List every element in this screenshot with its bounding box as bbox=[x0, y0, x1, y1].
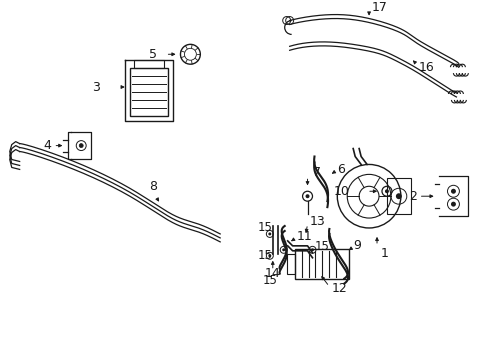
Text: 15: 15 bbox=[262, 274, 277, 287]
Circle shape bbox=[268, 233, 271, 235]
Text: 6: 6 bbox=[337, 163, 345, 176]
Text: 17: 17 bbox=[371, 1, 387, 14]
Circle shape bbox=[79, 144, 83, 148]
Bar bbox=[130, 68, 167, 116]
Text: 10: 10 bbox=[333, 185, 348, 198]
Bar bbox=[286, 254, 294, 274]
Text: 4: 4 bbox=[43, 139, 51, 152]
Text: 15: 15 bbox=[257, 249, 272, 262]
Circle shape bbox=[305, 194, 309, 198]
Circle shape bbox=[282, 248, 285, 251]
Bar bbox=[386, 178, 410, 214]
Text: 9: 9 bbox=[352, 239, 360, 252]
Text: 16: 16 bbox=[418, 61, 433, 74]
Circle shape bbox=[268, 254, 271, 257]
Circle shape bbox=[450, 202, 455, 207]
Text: 5: 5 bbox=[148, 48, 156, 61]
Text: 3: 3 bbox=[92, 81, 100, 94]
Circle shape bbox=[450, 189, 455, 194]
Text: 14: 14 bbox=[264, 267, 280, 280]
Bar bbox=[294, 249, 348, 279]
Text: 8: 8 bbox=[148, 180, 156, 193]
Circle shape bbox=[395, 193, 401, 199]
Text: 2: 2 bbox=[408, 190, 416, 203]
Bar bbox=[134, 60, 163, 68]
Text: 15: 15 bbox=[314, 240, 329, 253]
Text: 11: 11 bbox=[296, 230, 312, 243]
Text: 1: 1 bbox=[380, 247, 388, 260]
Text: 15: 15 bbox=[257, 221, 272, 234]
Text: 12: 12 bbox=[331, 282, 346, 295]
Circle shape bbox=[310, 248, 313, 251]
Text: 7: 7 bbox=[313, 166, 321, 179]
Circle shape bbox=[384, 189, 388, 193]
Text: 13: 13 bbox=[309, 215, 325, 228]
